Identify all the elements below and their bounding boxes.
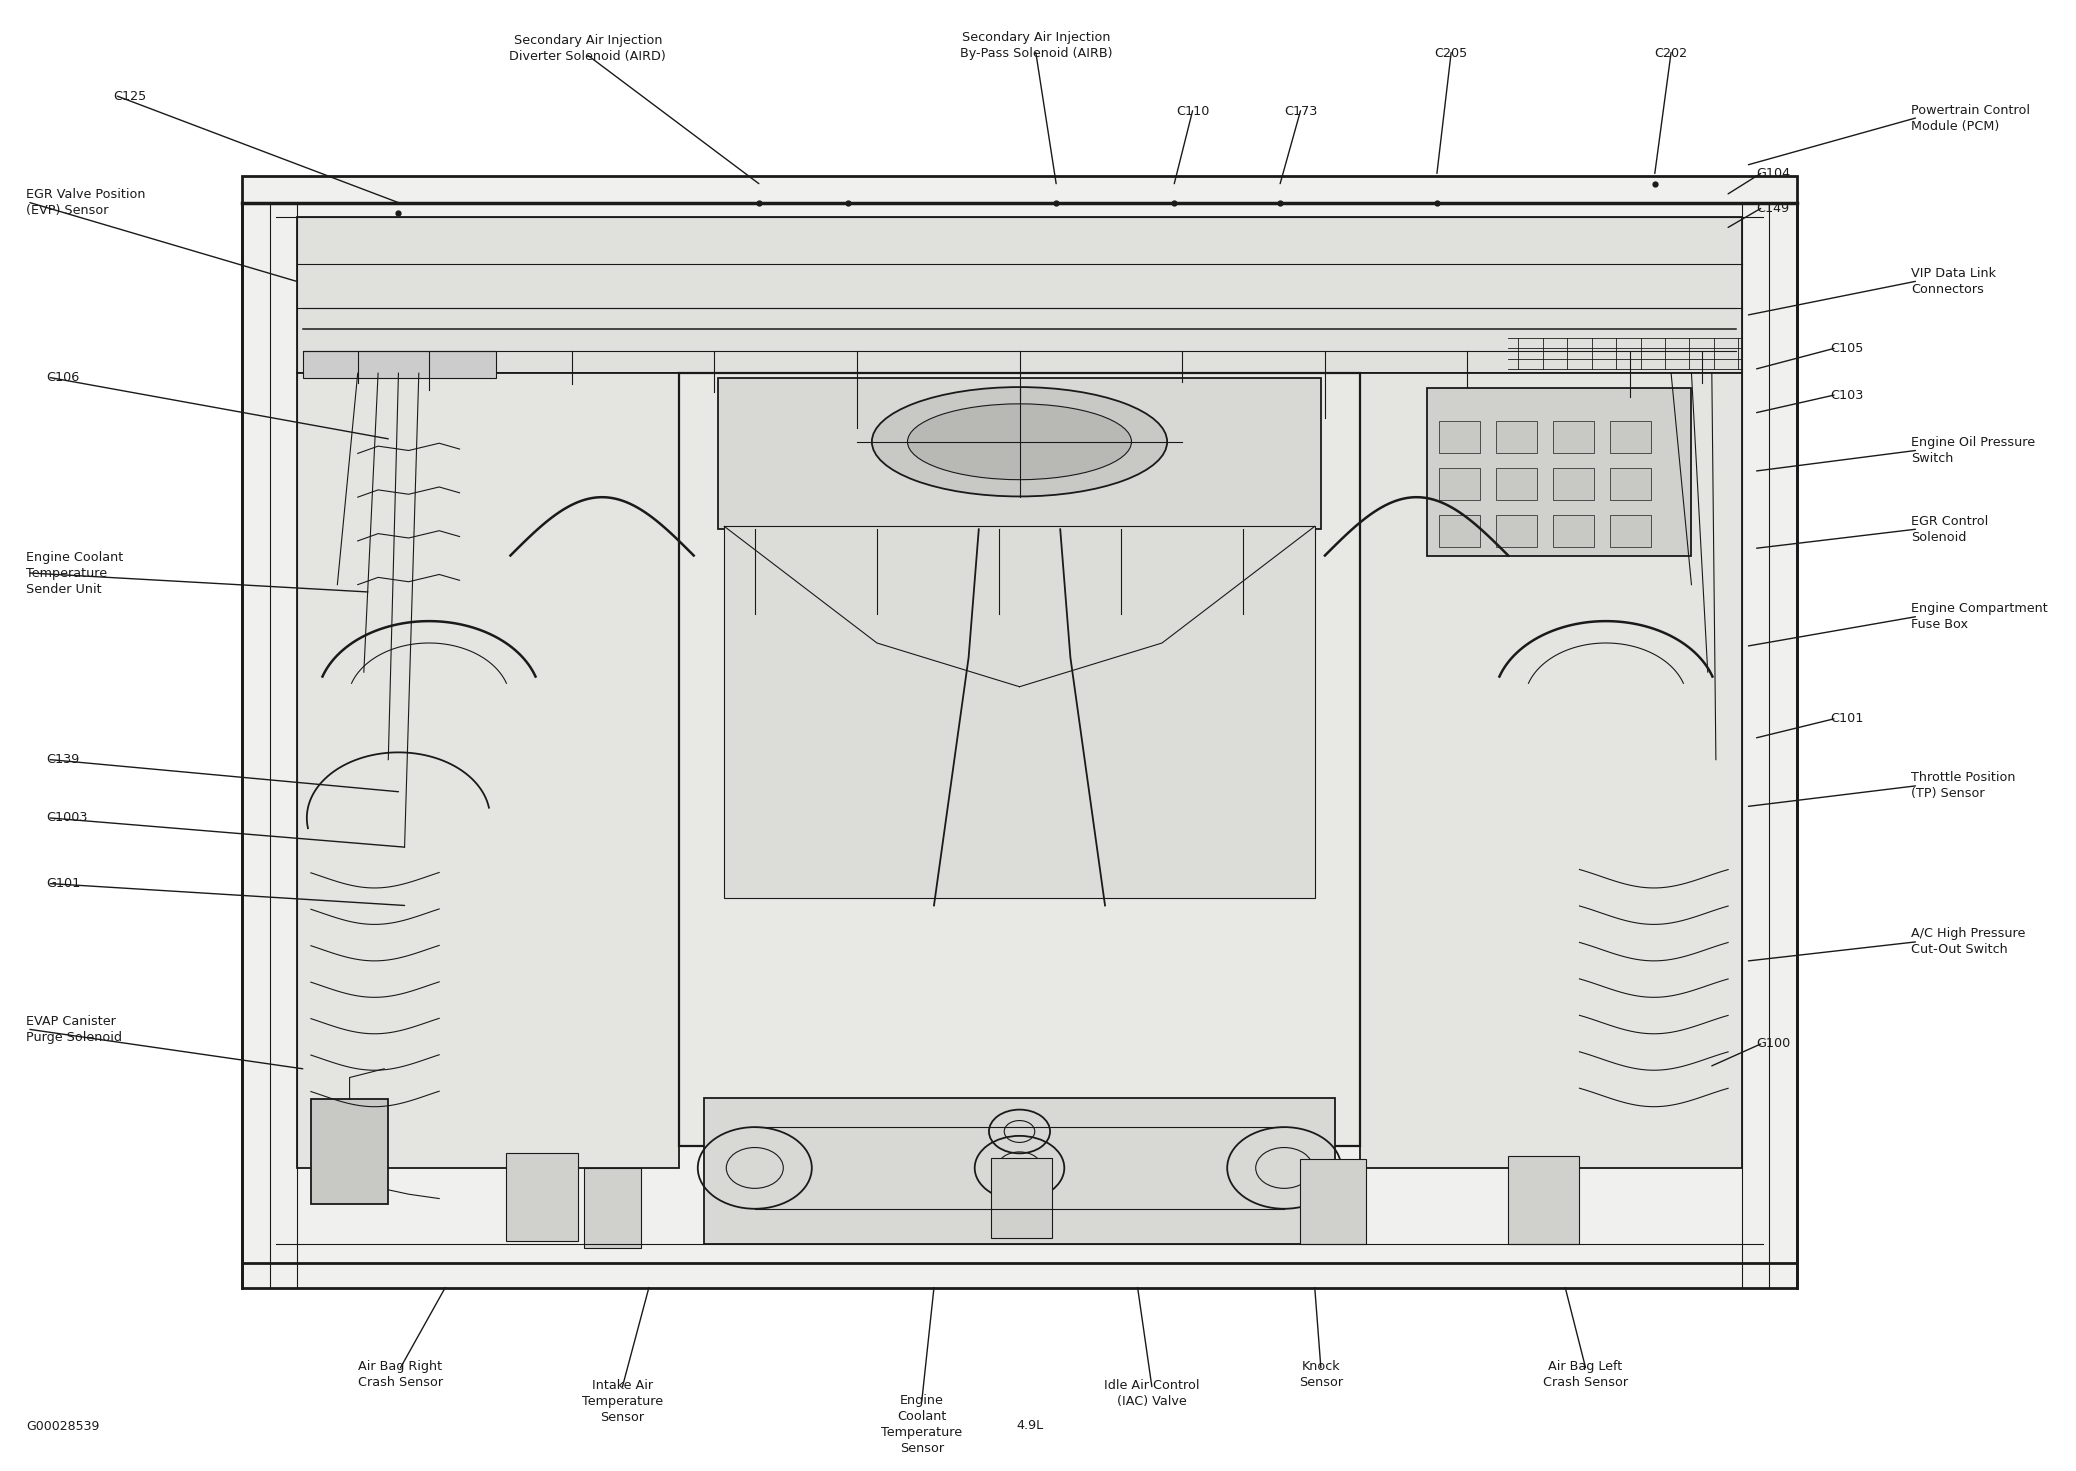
Bar bbox=[718, 378, 1320, 530]
Bar bbox=[297, 218, 1742, 374]
Text: G104: G104 bbox=[1756, 166, 1792, 179]
Text: Engine
Coolant
Temperature
Sensor: Engine Coolant Temperature Sensor bbox=[880, 1395, 963, 1455]
Text: Secondary Air Injection
By-Pass Solenoid (AIRB): Secondary Air Injection By-Pass Solenoid… bbox=[959, 31, 1113, 60]
Bar bbox=[507, 1153, 577, 1242]
Bar bbox=[704, 1097, 1335, 1244]
Bar bbox=[303, 352, 496, 378]
Bar bbox=[1553, 468, 1594, 500]
Text: Idle Air Control
(IAC) Valve: Idle Air Control (IAC) Valve bbox=[1104, 1380, 1200, 1408]
Bar bbox=[990, 1158, 1053, 1239]
Bar bbox=[1439, 421, 1480, 453]
Text: C125: C125 bbox=[114, 90, 147, 103]
Text: Engine Oil Pressure
Switch: Engine Oil Pressure Switch bbox=[1912, 435, 2034, 465]
Bar bbox=[1439, 515, 1480, 547]
Text: G101: G101 bbox=[46, 877, 81, 890]
Text: C149: C149 bbox=[1756, 202, 1790, 215]
Text: Powertrain Control
Module (PCM): Powertrain Control Module (PCM) bbox=[1912, 103, 2030, 132]
Bar bbox=[1497, 421, 1536, 453]
Bar bbox=[583, 1168, 641, 1247]
Bar bbox=[1611, 421, 1650, 453]
Text: C139: C139 bbox=[46, 753, 79, 766]
Bar bbox=[1611, 515, 1650, 547]
Text: C202: C202 bbox=[1655, 47, 1688, 60]
Text: C106: C106 bbox=[46, 371, 79, 384]
Bar bbox=[1553, 515, 1594, 547]
Text: Secondary Air Injection
Diverter Solenoid (AIRD): Secondary Air Injection Diverter Solenoi… bbox=[509, 34, 666, 63]
Text: Engine Compartment
Fuse Box: Engine Compartment Fuse Box bbox=[1912, 602, 2049, 631]
Text: Throttle Position
(TP) Sensor: Throttle Position (TP) Sensor bbox=[1912, 771, 2016, 800]
Text: C110: C110 bbox=[1175, 104, 1208, 118]
Bar bbox=[1497, 468, 1536, 500]
Ellipse shape bbox=[872, 387, 1167, 496]
Text: C105: C105 bbox=[1829, 341, 1864, 355]
Text: EGR Valve Position
(EVP) Sensor: EGR Valve Position (EVP) Sensor bbox=[25, 188, 145, 218]
Text: C173: C173 bbox=[1283, 104, 1316, 118]
Text: C1003: C1003 bbox=[46, 812, 87, 824]
Bar bbox=[241, 177, 1798, 1287]
Bar bbox=[1611, 468, 1650, 500]
Text: G100: G100 bbox=[1756, 1037, 1792, 1050]
Bar bbox=[1300, 1159, 1366, 1244]
Text: C103: C103 bbox=[1829, 388, 1864, 402]
Text: VIP Data Link
Connectors: VIP Data Link Connectors bbox=[1912, 266, 1997, 296]
Bar bbox=[1553, 421, 1594, 453]
Text: 4.9L: 4.9L bbox=[1015, 1418, 1044, 1431]
Text: EVAP Canister
Purge Solenoid: EVAP Canister Purge Solenoid bbox=[25, 1015, 122, 1044]
Text: Engine Coolant
Temperature
Sender Unit: Engine Coolant Temperature Sender Unit bbox=[25, 550, 122, 596]
Text: C101: C101 bbox=[1829, 712, 1864, 725]
Ellipse shape bbox=[907, 405, 1131, 480]
Bar bbox=[1360, 374, 1742, 1168]
Bar bbox=[1426, 388, 1692, 556]
Bar bbox=[679, 374, 1360, 1146]
Text: EGR Control
Solenoid: EGR Control Solenoid bbox=[1912, 515, 1989, 544]
Bar bbox=[725, 527, 1314, 899]
Bar bbox=[297, 374, 679, 1168]
Text: A/C High Pressure
Cut-Out Switch: A/C High Pressure Cut-Out Switch bbox=[1912, 927, 2026, 956]
Text: G00028539: G00028539 bbox=[25, 1421, 100, 1433]
Bar bbox=[1507, 1156, 1580, 1244]
Text: Intake Air
Temperature
Sensor: Intake Air Temperature Sensor bbox=[581, 1380, 662, 1424]
Bar bbox=[1439, 468, 1480, 500]
Text: C205: C205 bbox=[1435, 47, 1468, 60]
Text: Knock
Sensor: Knock Sensor bbox=[1300, 1361, 1343, 1390]
Bar bbox=[311, 1099, 388, 1205]
Text: Air Bag Left
Crash Sensor: Air Bag Left Crash Sensor bbox=[1542, 1361, 1628, 1390]
Bar bbox=[1497, 515, 1536, 547]
Text: Air Bag Right
Crash Sensor: Air Bag Right Crash Sensor bbox=[357, 1361, 442, 1390]
